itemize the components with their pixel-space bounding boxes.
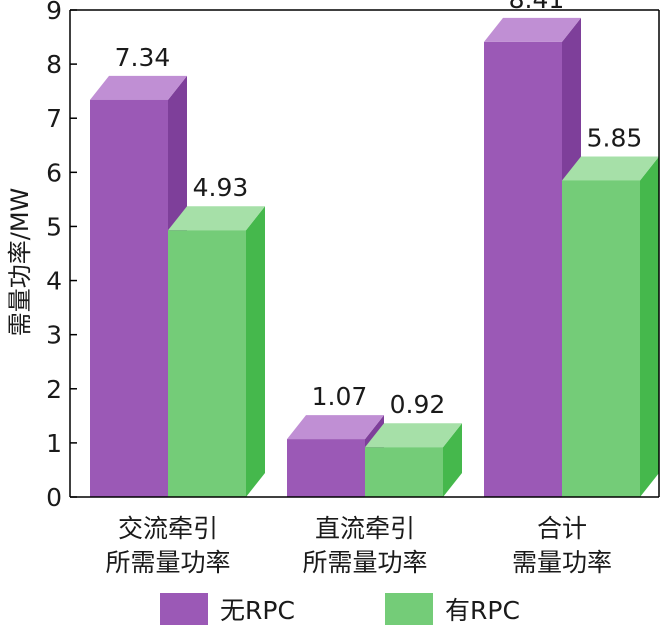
data-label-series-1-cat-3: 8.41: [509, 0, 565, 14]
y-tick-label: 7: [46, 104, 62, 133]
data-labels: 7.34 1.07 8.41 4.93 0.92 5.85: [115, 0, 643, 419]
bar-side-series-2-cat-2: [443, 423, 462, 497]
bar-series-2-cat-2: [365, 447, 443, 497]
y-tick-label: 8: [46, 50, 62, 79]
category-label-2-line-1: 直流牵引: [315, 514, 415, 543]
legend-swatch-2: [385, 593, 433, 625]
y-tick-label: 3: [46, 321, 62, 350]
bar-series-2-cat-3: [562, 180, 640, 497]
category-label-3-line-1: 合计: [537, 514, 587, 543]
bar-top-series-2-cat-2: [365, 423, 462, 448]
data-label-series-1-cat-2: 1.07: [312, 382, 368, 411]
y-tick-label: 4: [46, 267, 62, 296]
legend: 无RPC 有RPC: [160, 593, 520, 625]
bar-top-series-2-cat-3: [562, 156, 659, 181]
bar-top-series-1-cat-1: [90, 75, 187, 100]
legend-label-2: 有RPC: [445, 596, 520, 625]
data-label-series-1-cat-1: 7.34: [115, 43, 171, 72]
y-tick-label: 6: [46, 158, 62, 187]
y-tick-label: 0: [46, 483, 62, 512]
data-label-series-2-cat-1: 4.93: [193, 173, 249, 202]
y-axis-title: 需量功率/MW: [6, 188, 34, 337]
bar-series-1-cat-2: [287, 439, 365, 497]
data-label-series-2-cat-2: 0.92: [390, 390, 446, 419]
bar-series-1-cat-1: [90, 99, 168, 497]
legend-label-1: 无RPC: [220, 596, 295, 625]
bar-side-series-2-cat-3: [640, 156, 659, 497]
data-label-series-2-cat-3: 5.85: [587, 123, 643, 152]
bar-top-series-1-cat-3: [484, 17, 581, 42]
bar-series-1-cat-3: [484, 41, 562, 497]
y-axis: 0 1 2 3 4 5 6 7 8 9: [46, 0, 77, 512]
y-tick-label: 1: [46, 429, 62, 458]
bar-series-2-cat-1: [168, 230, 246, 497]
category-label-1-line-2: 所需量功率: [105, 548, 230, 577]
bars: [90, 17, 659, 497]
y-tick-label: 5: [46, 212, 62, 241]
legend-swatch-1: [160, 593, 208, 625]
category-label-2-line-2: 所需量功率: [302, 548, 427, 577]
bar-top-series-1-cat-2: [287, 415, 384, 440]
y-tick-label: 2: [46, 375, 62, 404]
category-label-3-line-2: 需量功率: [512, 548, 612, 577]
category-label-1-line-1: 交流牵引: [118, 514, 218, 543]
bar-top-series-2-cat-1: [168, 206, 265, 231]
y-tick-label: 9: [46, 0, 62, 25]
bar-side-series-2-cat-1: [246, 206, 265, 497]
